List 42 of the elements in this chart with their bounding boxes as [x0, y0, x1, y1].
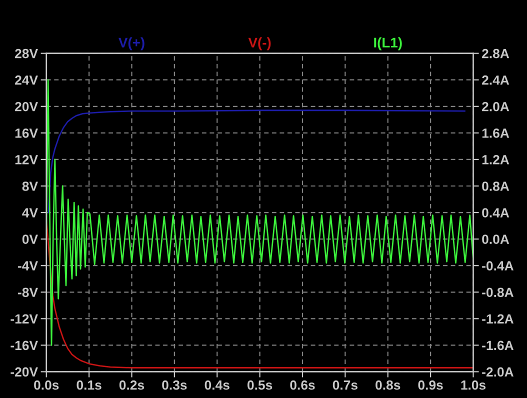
- x-tick-label: 1.0s: [461, 380, 486, 390]
- y2-tick-label: 2.8A: [482, 48, 510, 58]
- text: V(-): [248, 37, 271, 50]
- y2-tick-label: -0.8A: [482, 288, 514, 298]
- x-tick-label: 0.1s: [76, 380, 102, 390]
- x-tick-label: 0.8s: [376, 380, 400, 390]
- y-tick-label: 16V: [15, 128, 38, 138]
- y-tick-label: -12V: [10, 314, 38, 324]
- x-tick-label: 0.9s: [418, 380, 443, 390]
- y-tick-label: 4V: [22, 208, 38, 218]
- y-tick-label: 0V: [22, 234, 38, 244]
- y-tick-label: -8V: [18, 288, 38, 298]
- y2-tick-label: 1.6A: [482, 128, 510, 138]
- x-tick-label: 0.6s: [290, 380, 315, 390]
- y-tick-label: 8V: [22, 182, 38, 191]
- y2-tick-label: 1.2A: [482, 155, 510, 164]
- y-tick-label: 12V: [15, 155, 38, 164]
- text: I(L1): [374, 37, 402, 50]
- y-tick-label: 28V: [15, 48, 38, 58]
- y2-tick-label: 0.0A: [482, 234, 510, 244]
- x-tick-label: 0.5s: [247, 380, 272, 390]
- y2-tick-label: -0.4A: [482, 261, 514, 271]
- x-tick-label: 0.7s: [332, 380, 358, 390]
- line-series: [48, 110, 466, 214]
- y2-tick-label: 2.4A: [482, 75, 510, 85]
- y-tick-label: 20V: [15, 102, 38, 112]
- y2-tick-label: -2.0A: [482, 367, 514, 377]
- y2-tick-label: -1.2A: [482, 314, 514, 324]
- y2-tick-label: 0.8A: [482, 182, 510, 191]
- line-series: [46, 79, 474, 346]
- y2-tick-label: -1.6A: [482, 340, 514, 350]
- y2-tick-label: 2.0A: [482, 102, 510, 112]
- y2-tick-label: 0.4A: [482, 208, 510, 218]
- x-tick-label: 0.0s: [34, 380, 59, 390]
- x-tick-label: 0.4s: [204, 380, 230, 390]
- x-tick-label: 0.2s: [119, 380, 144, 390]
- text: V(+): [118, 37, 144, 50]
- y-tick-label: -4V: [18, 261, 38, 270]
- y-tick-label: 24V: [15, 75, 38, 85]
- y-tick-label: -16V: [10, 340, 38, 350]
- y-tick-label: -20V: [10, 367, 38, 377]
- x-tick-label: 0.3s: [162, 380, 187, 390]
